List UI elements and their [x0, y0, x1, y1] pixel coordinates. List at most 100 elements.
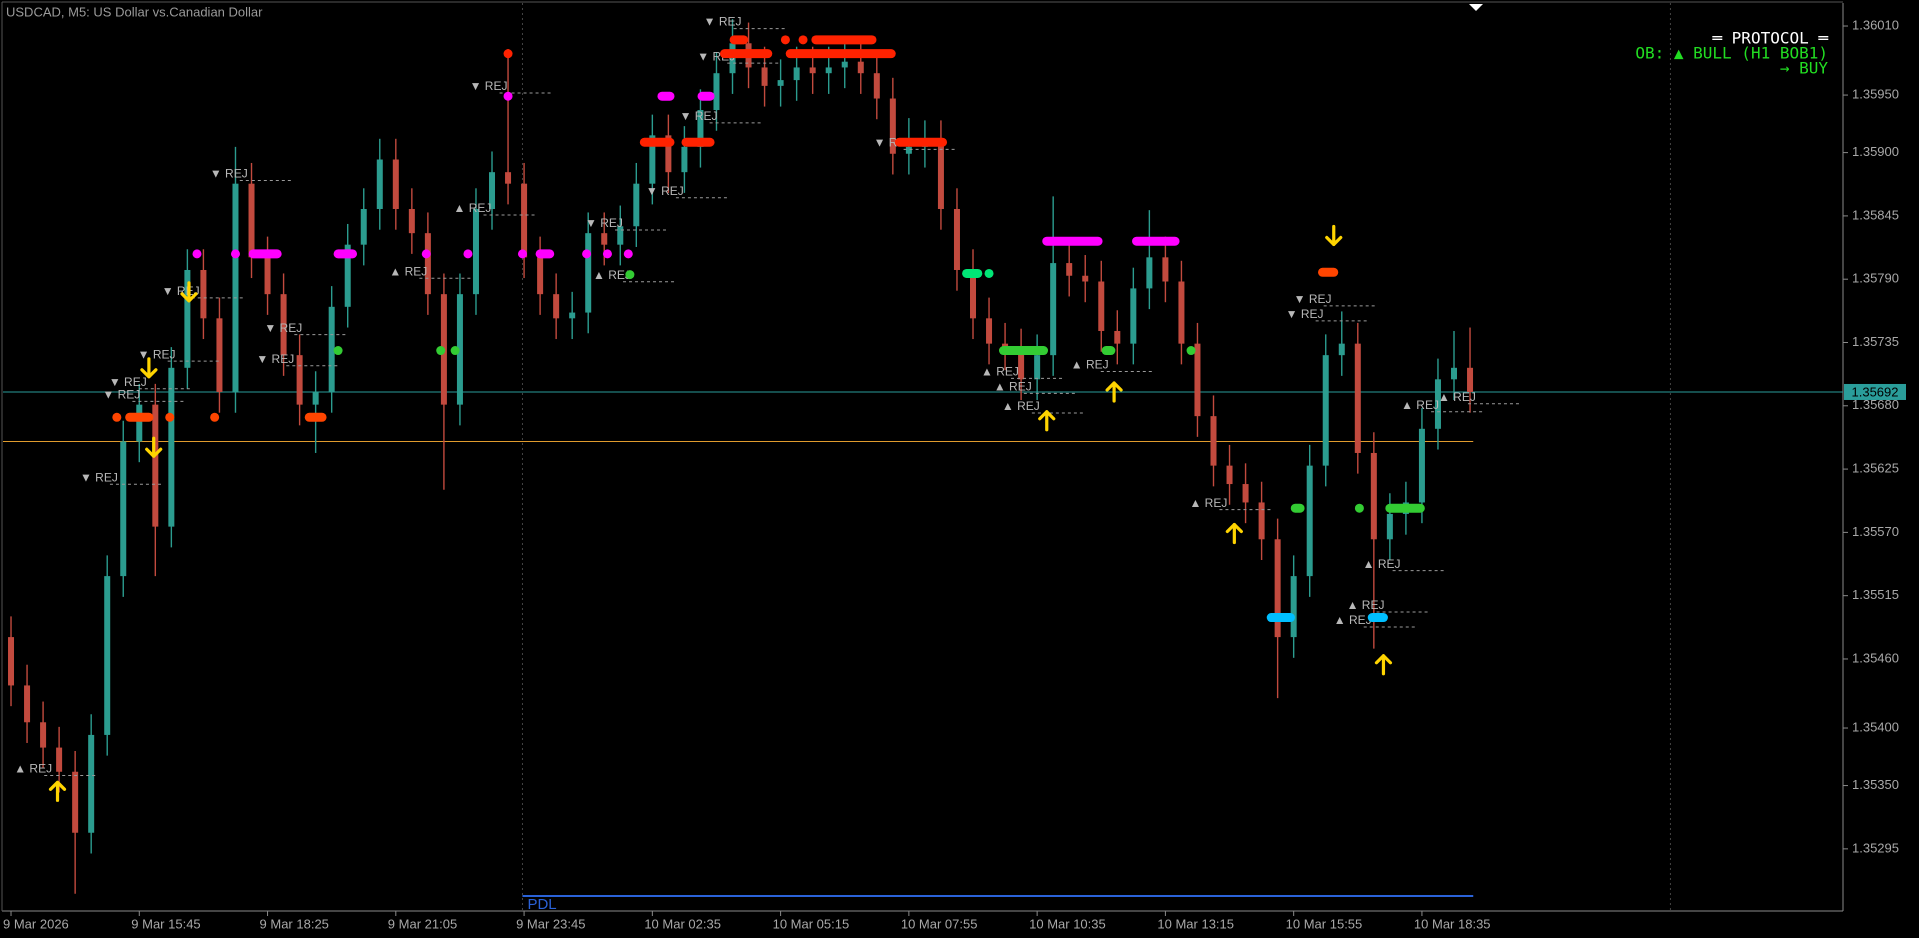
- rej-label: ▲ REJ: [1401, 398, 1439, 412]
- shift-marker: [1469, 4, 1483, 11]
- y-tick-label: 1.35515: [1852, 587, 1899, 602]
- x-tick-label: 10 Mar 18:35: [1414, 916, 1491, 931]
- signal-dot: [625, 270, 635, 280]
- candle-body: [1098, 281, 1105, 331]
- rej-label: ▼ REJ: [102, 388, 140, 402]
- candle-body: [1018, 349, 1025, 380]
- candle-body: [986, 318, 993, 344]
- candle-body: [1322, 355, 1329, 466]
- signal-arrow: [1374, 654, 1393, 676]
- signal-arrow: [180, 281, 198, 303]
- candle-body: [809, 67, 816, 74]
- y-tick-label: 1.35845: [1852, 207, 1899, 222]
- signal-dot: [112, 412, 122, 422]
- rej-label: ▼ REJ: [138, 347, 176, 361]
- signal-arrow: [145, 436, 163, 458]
- candle-body: [649, 135, 656, 184]
- y-tick-label: 1.35570: [1852, 524, 1899, 539]
- candle-body: [424, 233, 431, 295]
- signal-dot: [719, 49, 773, 59]
- candle-body: [489, 172, 496, 209]
- candle-body: [1467, 367, 1474, 392]
- candle-body: [665, 135, 672, 173]
- signal-dot: [798, 35, 808, 45]
- candle-body: [521, 183, 528, 258]
- signal-dot: [1385, 503, 1425, 513]
- signal-dot: [503, 91, 513, 101]
- candle-body: [1418, 428, 1425, 503]
- candle-body: [873, 73, 880, 99]
- signal-dot: [1367, 613, 1388, 623]
- candle-body: [104, 576, 111, 735]
- signal-dot: [602, 249, 612, 259]
- candle-body: [729, 43, 736, 74]
- signal-dot: [333, 249, 358, 259]
- rej-label: ▼ REJ: [109, 375, 147, 389]
- signal-dot: [503, 49, 513, 59]
- x-tick-label: 10 Mar 05:15: [773, 916, 850, 931]
- candle-body: [1258, 502, 1265, 540]
- candle-body: [24, 685, 31, 723]
- candle-body: [1450, 367, 1457, 380]
- candle-body: [1114, 330, 1121, 344]
- x-tick-label: 10 Mar 02:35: [644, 916, 721, 931]
- candle-body: [1306, 465, 1313, 577]
- candle-body: [456, 294, 463, 405]
- signal-dot: [657, 91, 675, 101]
- rej-label: ▼ REJ: [585, 216, 623, 230]
- candle-body: [72, 771, 79, 833]
- y-tick-label: 1.35790: [1852, 271, 1899, 286]
- rej-label: ▼ REJ: [680, 109, 718, 123]
- rej-label: ▼ REJ: [646, 184, 684, 198]
- rej-label: ▼ REJ: [704, 15, 742, 29]
- signal-dot: [998, 346, 1049, 356]
- x-tick-label: 9 Mar 2026: [3, 916, 69, 931]
- rej-label: ▲ REJ: [1071, 358, 1109, 372]
- candle-body: [360, 208, 367, 245]
- candle-body: [1274, 539, 1281, 638]
- price-tag: [1844, 383, 1906, 400]
- rej-label: ▲ REJ: [1347, 598, 1385, 612]
- signal-dot: [1132, 236, 1180, 246]
- x-tick-label: 10 Mar 13:15: [1157, 916, 1234, 931]
- x-tick-label: 9 Mar 18:25: [260, 916, 329, 931]
- signal-dot: [192, 249, 202, 259]
- y-tick-label: 1.35295: [1852, 840, 1899, 855]
- candle-body: [328, 306, 335, 392]
- candle-body: [248, 183, 255, 258]
- candle-body: [232, 183, 239, 392]
- candle-body: [569, 312, 576, 319]
- candle-body: [1354, 343, 1361, 453]
- x-tick-label: 9 Mar 21:05: [388, 916, 457, 931]
- signal-dot: [248, 249, 282, 259]
- candle-body: [1130, 288, 1137, 344]
- signal-dot: [1266, 613, 1295, 623]
- candle-body: [1066, 263, 1073, 276]
- candle-body: [40, 722, 47, 748]
- signal-arrow: [1038, 410, 1056, 432]
- signal-dot: [1186, 346, 1196, 356]
- candle-body: [200, 269, 207, 319]
- y-tick-label: 1.35400: [1852, 719, 1899, 734]
- signal-dot: [1354, 503, 1364, 513]
- candle-body: [505, 172, 512, 184]
- y-tick-label: 1.36010: [1852, 17, 1899, 32]
- signal-dot: [230, 249, 240, 259]
- candle-body: [1386, 513, 1393, 540]
- candle-body: [905, 146, 912, 154]
- signal-dot: [1042, 236, 1103, 246]
- rej-label: ▲ REJ: [981, 365, 1019, 379]
- signal-dot: [811, 35, 877, 45]
- candle-body: [120, 441, 127, 577]
- candle-body: [8, 637, 15, 686]
- candle-body: [168, 367, 175, 527]
- candle-body: [296, 355, 303, 405]
- rej-label: ▲ REJ: [1002, 399, 1040, 413]
- candle-body: [152, 404, 159, 527]
- candle-body: [392, 159, 399, 209]
- signal-dot: [125, 412, 154, 422]
- rej-label: ▼ REJ: [1286, 307, 1324, 321]
- rej-label: ▲ REJ: [593, 268, 631, 282]
- candle-body: [953, 208, 960, 270]
- y-tick-label: 1.35735: [1852, 334, 1899, 349]
